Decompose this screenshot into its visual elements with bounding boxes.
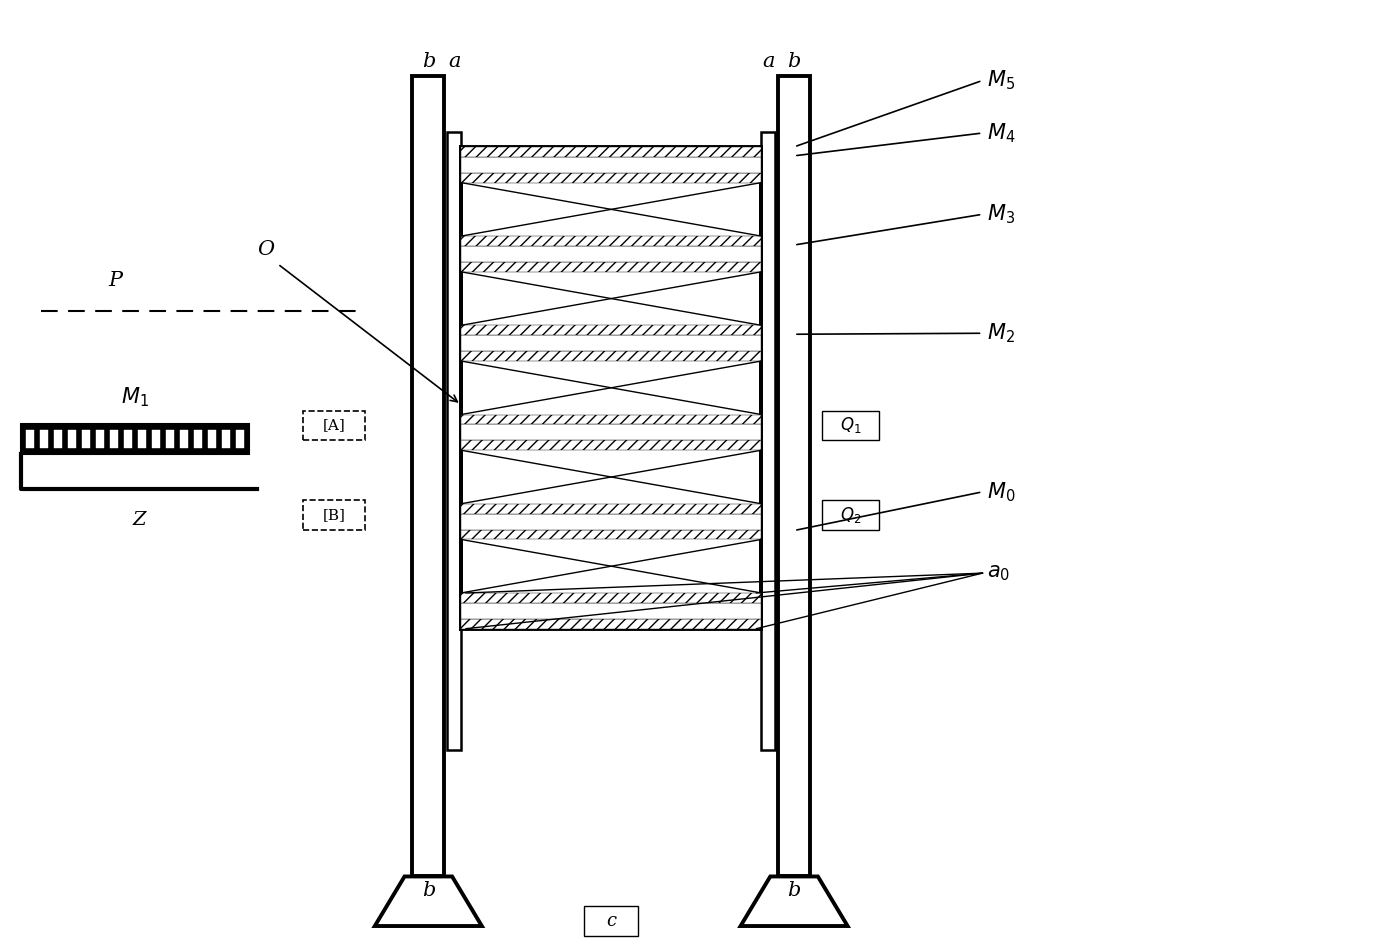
- Text: b: b: [787, 882, 801, 901]
- Bar: [54, 430, 62, 448]
- Polygon shape: [740, 877, 848, 926]
- Text: [A]: [A]: [323, 419, 345, 432]
- Text: Z: Z: [133, 510, 145, 528]
- Text: $Q_2$: $Q_2$: [840, 505, 862, 525]
- Bar: [461, 326, 761, 335]
- Bar: [413, 75, 445, 877]
- Bar: [461, 504, 761, 514]
- Text: [B]: [B]: [323, 507, 345, 522]
- Bar: [461, 619, 761, 628]
- Bar: [822, 500, 880, 529]
- Bar: [166, 430, 174, 448]
- Bar: [584, 906, 638, 936]
- Bar: [236, 430, 244, 448]
- Bar: [461, 262, 761, 272]
- Bar: [461, 147, 761, 157]
- Text: $Q_1$: $Q_1$: [840, 415, 862, 435]
- Bar: [447, 132, 461, 749]
- Bar: [21, 425, 249, 454]
- Text: $a_0$: $a_0$: [987, 564, 1011, 583]
- Bar: [761, 132, 775, 749]
- Text: b: b: [421, 51, 435, 70]
- Text: a: a: [762, 51, 775, 70]
- Bar: [461, 236, 761, 246]
- Bar: [461, 425, 761, 441]
- Bar: [461, 441, 761, 450]
- Bar: [461, 414, 761, 425]
- Bar: [152, 430, 160, 448]
- Bar: [138, 430, 146, 448]
- Polygon shape: [374, 877, 482, 926]
- Bar: [461, 603, 761, 619]
- Bar: [822, 410, 880, 441]
- Text: P: P: [108, 270, 122, 289]
- Text: $M_3$: $M_3$: [987, 203, 1015, 227]
- Bar: [209, 430, 215, 448]
- Bar: [180, 430, 188, 448]
- Bar: [461, 593, 761, 603]
- Bar: [461, 514, 761, 529]
- Text: $M_2$: $M_2$: [987, 322, 1015, 345]
- Bar: [461, 246, 761, 262]
- Bar: [461, 529, 761, 540]
- Bar: [461, 172, 761, 183]
- Bar: [779, 75, 809, 877]
- Text: $M_4$: $M_4$: [987, 121, 1016, 145]
- Bar: [95, 430, 104, 448]
- Bar: [40, 430, 48, 448]
- Bar: [461, 147, 761, 628]
- Bar: [26, 430, 35, 448]
- Text: $M_5$: $M_5$: [987, 69, 1015, 92]
- Text: $M_0$: $M_0$: [987, 480, 1016, 504]
- Bar: [193, 430, 202, 448]
- Bar: [222, 430, 231, 448]
- Bar: [304, 410, 365, 441]
- Bar: [81, 430, 90, 448]
- Bar: [461, 335, 761, 351]
- Bar: [461, 351, 761, 361]
- Bar: [68, 430, 76, 448]
- Bar: [304, 500, 365, 529]
- Text: a: a: [447, 51, 460, 70]
- Text: b: b: [421, 882, 435, 901]
- Text: $M_1$: $M_1$: [122, 386, 149, 409]
- Bar: [461, 157, 761, 172]
- Bar: [110, 430, 117, 448]
- Text: c: c: [606, 912, 616, 930]
- Bar: [124, 430, 133, 448]
- Text: b: b: [787, 51, 801, 70]
- Text: O: O: [257, 240, 275, 259]
